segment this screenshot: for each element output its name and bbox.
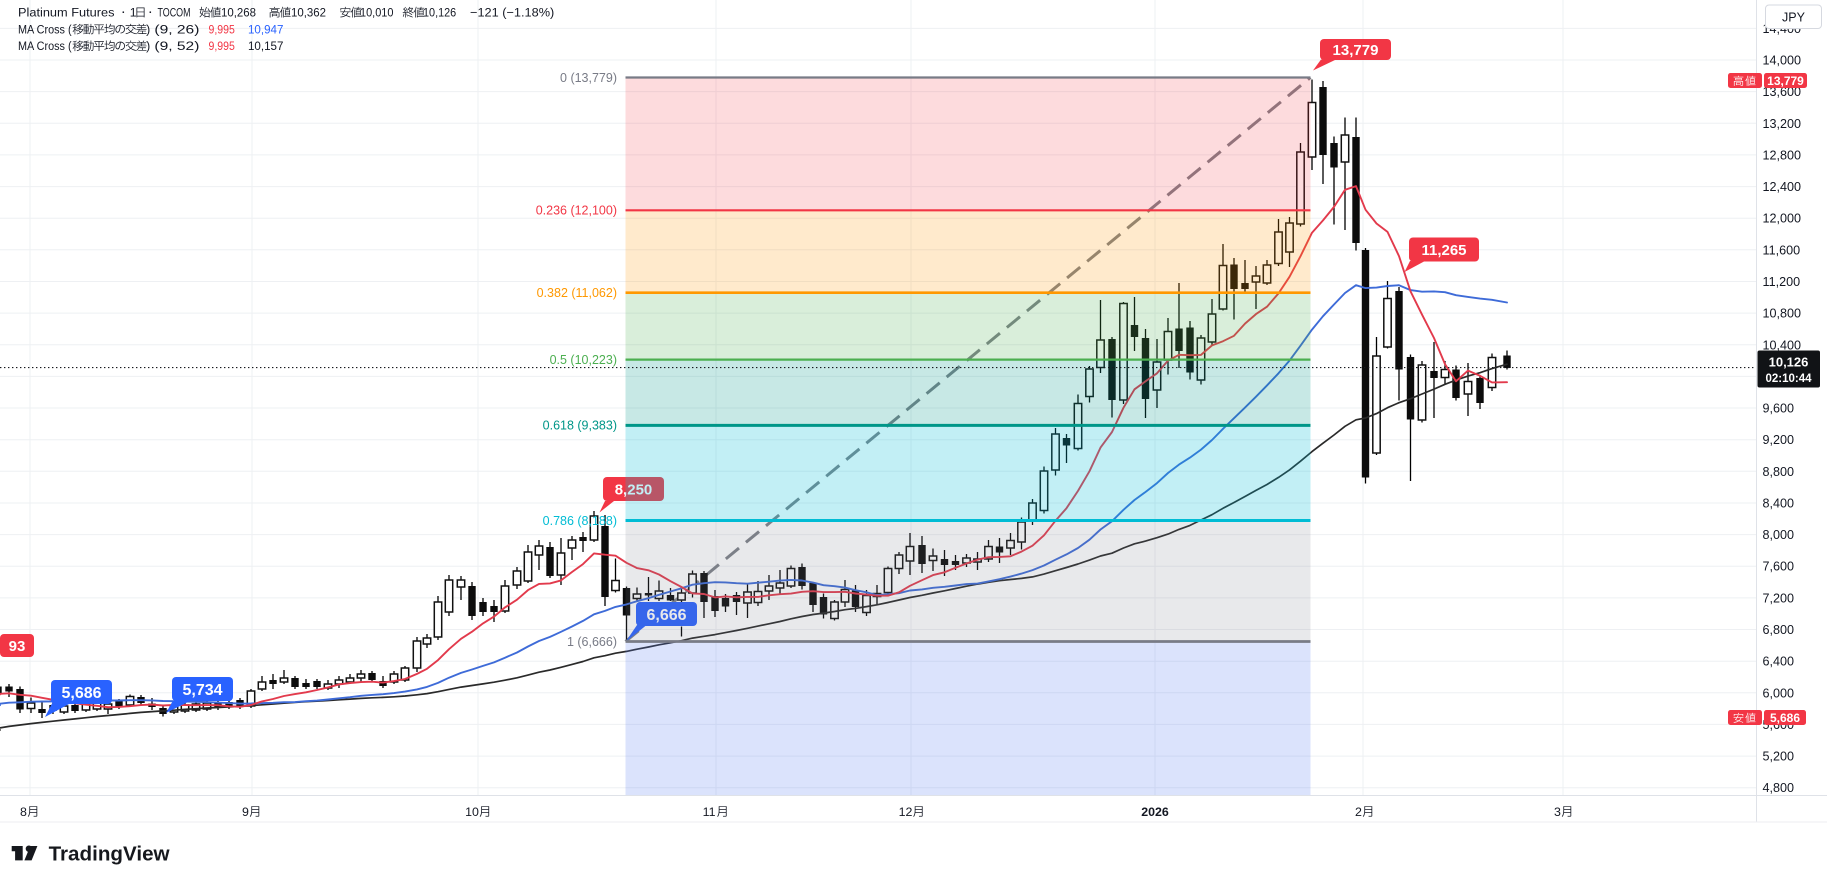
svg-text:13,779: 13,779 [1767, 74, 1804, 88]
svg-text:9,995: 9,995 [209, 23, 235, 37]
svg-text:9,200: 9,200 [1763, 433, 1795, 447]
svg-text:13,779: 13,779 [1333, 42, 1379, 59]
svg-text:5,686: 5,686 [61, 685, 101, 702]
svg-text:6,800: 6,800 [1763, 623, 1795, 637]
svg-text:02:10:44: 02:10:44 [1765, 373, 1812, 385]
svg-text:2026: 2026 [1141, 805, 1169, 819]
svg-text:11: 11 [703, 805, 716, 819]
svg-text:4,800: 4,800 [1763, 781, 1795, 795]
svg-text:MA Cross (: MA Cross ( [18, 39, 72, 53]
svg-text:6,400: 6,400 [1763, 655, 1795, 669]
svg-text:11,600: 11,600 [1763, 243, 1801, 257]
svg-text:JPY: JPY [1782, 11, 1806, 25]
svg-text:TradingView: TradingView [49, 843, 170, 866]
svg-text:10,126: 10,126 [1769, 355, 1809, 370]
svg-text:8,400: 8,400 [1763, 497, 1795, 511]
svg-text:−121 (−1.18%): −121 (−1.18%) [470, 6, 554, 20]
svg-text:8,000: 8,000 [1763, 528, 1795, 542]
svg-text:10,800: 10,800 [1763, 307, 1802, 321]
svg-text:9: 9 [242, 805, 249, 819]
svg-text:12,000: 12,000 [1763, 212, 1802, 226]
svg-text:8,800: 8,800 [1763, 465, 1795, 479]
svg-text:10,126: 10,126 [423, 6, 456, 20]
svg-text:): ) [146, 39, 150, 53]
svg-text:13,200: 13,200 [1763, 117, 1802, 131]
svg-text:7,200: 7,200 [1763, 591, 1795, 605]
svg-text:(9, 52): (9, 52) [154, 39, 199, 53]
svg-text:9,600: 9,600 [1763, 402, 1795, 416]
svg-text:2: 2 [1355, 805, 1362, 819]
svg-text:): ) [146, 23, 150, 37]
svg-text:10,268: 10,268 [221, 6, 256, 20]
svg-text:0.236 (12,100): 0.236 (12,100) [536, 204, 617, 218]
svg-text:0.382 (11,062): 0.382 (11,062) [537, 286, 617, 300]
svg-text:MA Cross (: MA Cross ( [18, 23, 72, 37]
svg-text:93: 93 [9, 638, 26, 655]
svg-text:10,400: 10,400 [1763, 338, 1802, 352]
svg-text:10,010: 10,010 [360, 6, 394, 20]
svg-text:0.5 (10,223): 0.5 (10,223) [550, 353, 617, 367]
svg-text:10,947: 10,947 [248, 23, 284, 37]
svg-text:0.618 (9,383): 0.618 (9,383) [543, 419, 617, 433]
svg-text:3: 3 [1554, 805, 1561, 819]
svg-text:5,734: 5,734 [182, 682, 222, 699]
svg-text:12,800: 12,800 [1763, 148, 1802, 162]
svg-text:0.786 (8,188): 0.786 (8,188) [543, 514, 617, 528]
svg-text:10,362: 10,362 [291, 6, 326, 20]
svg-text:5,686: 5,686 [1770, 711, 1800, 725]
svg-text:5,200: 5,200 [1763, 750, 1795, 764]
svg-text:9,995: 9,995 [209, 39, 235, 53]
svg-text:14,000: 14,000 [1763, 54, 1802, 68]
svg-text:1 (6,666): 1 (6,666) [567, 635, 617, 649]
svg-text:TOCOM: TOCOM [158, 6, 191, 20]
svg-text:8: 8 [20, 805, 27, 819]
svg-text:12: 12 [899, 805, 913, 819]
svg-text:0 (13,779): 0 (13,779) [560, 71, 617, 85]
svg-text:10,157: 10,157 [248, 39, 284, 53]
svg-text:6,000: 6,000 [1763, 686, 1795, 700]
svg-text:12,400: 12,400 [1763, 180, 1802, 194]
svg-text:11,200: 11,200 [1763, 275, 1801, 289]
svg-text:(9, 26): (9, 26) [154, 23, 199, 37]
svg-text:7,600: 7,600 [1763, 560, 1795, 574]
svg-text:Platinum Futures: Platinum Futures [18, 6, 115, 20]
svg-text:10: 10 [465, 805, 479, 819]
svg-text:11,265: 11,265 [1421, 242, 1466, 259]
svg-text:1: 1 [130, 6, 137, 20]
